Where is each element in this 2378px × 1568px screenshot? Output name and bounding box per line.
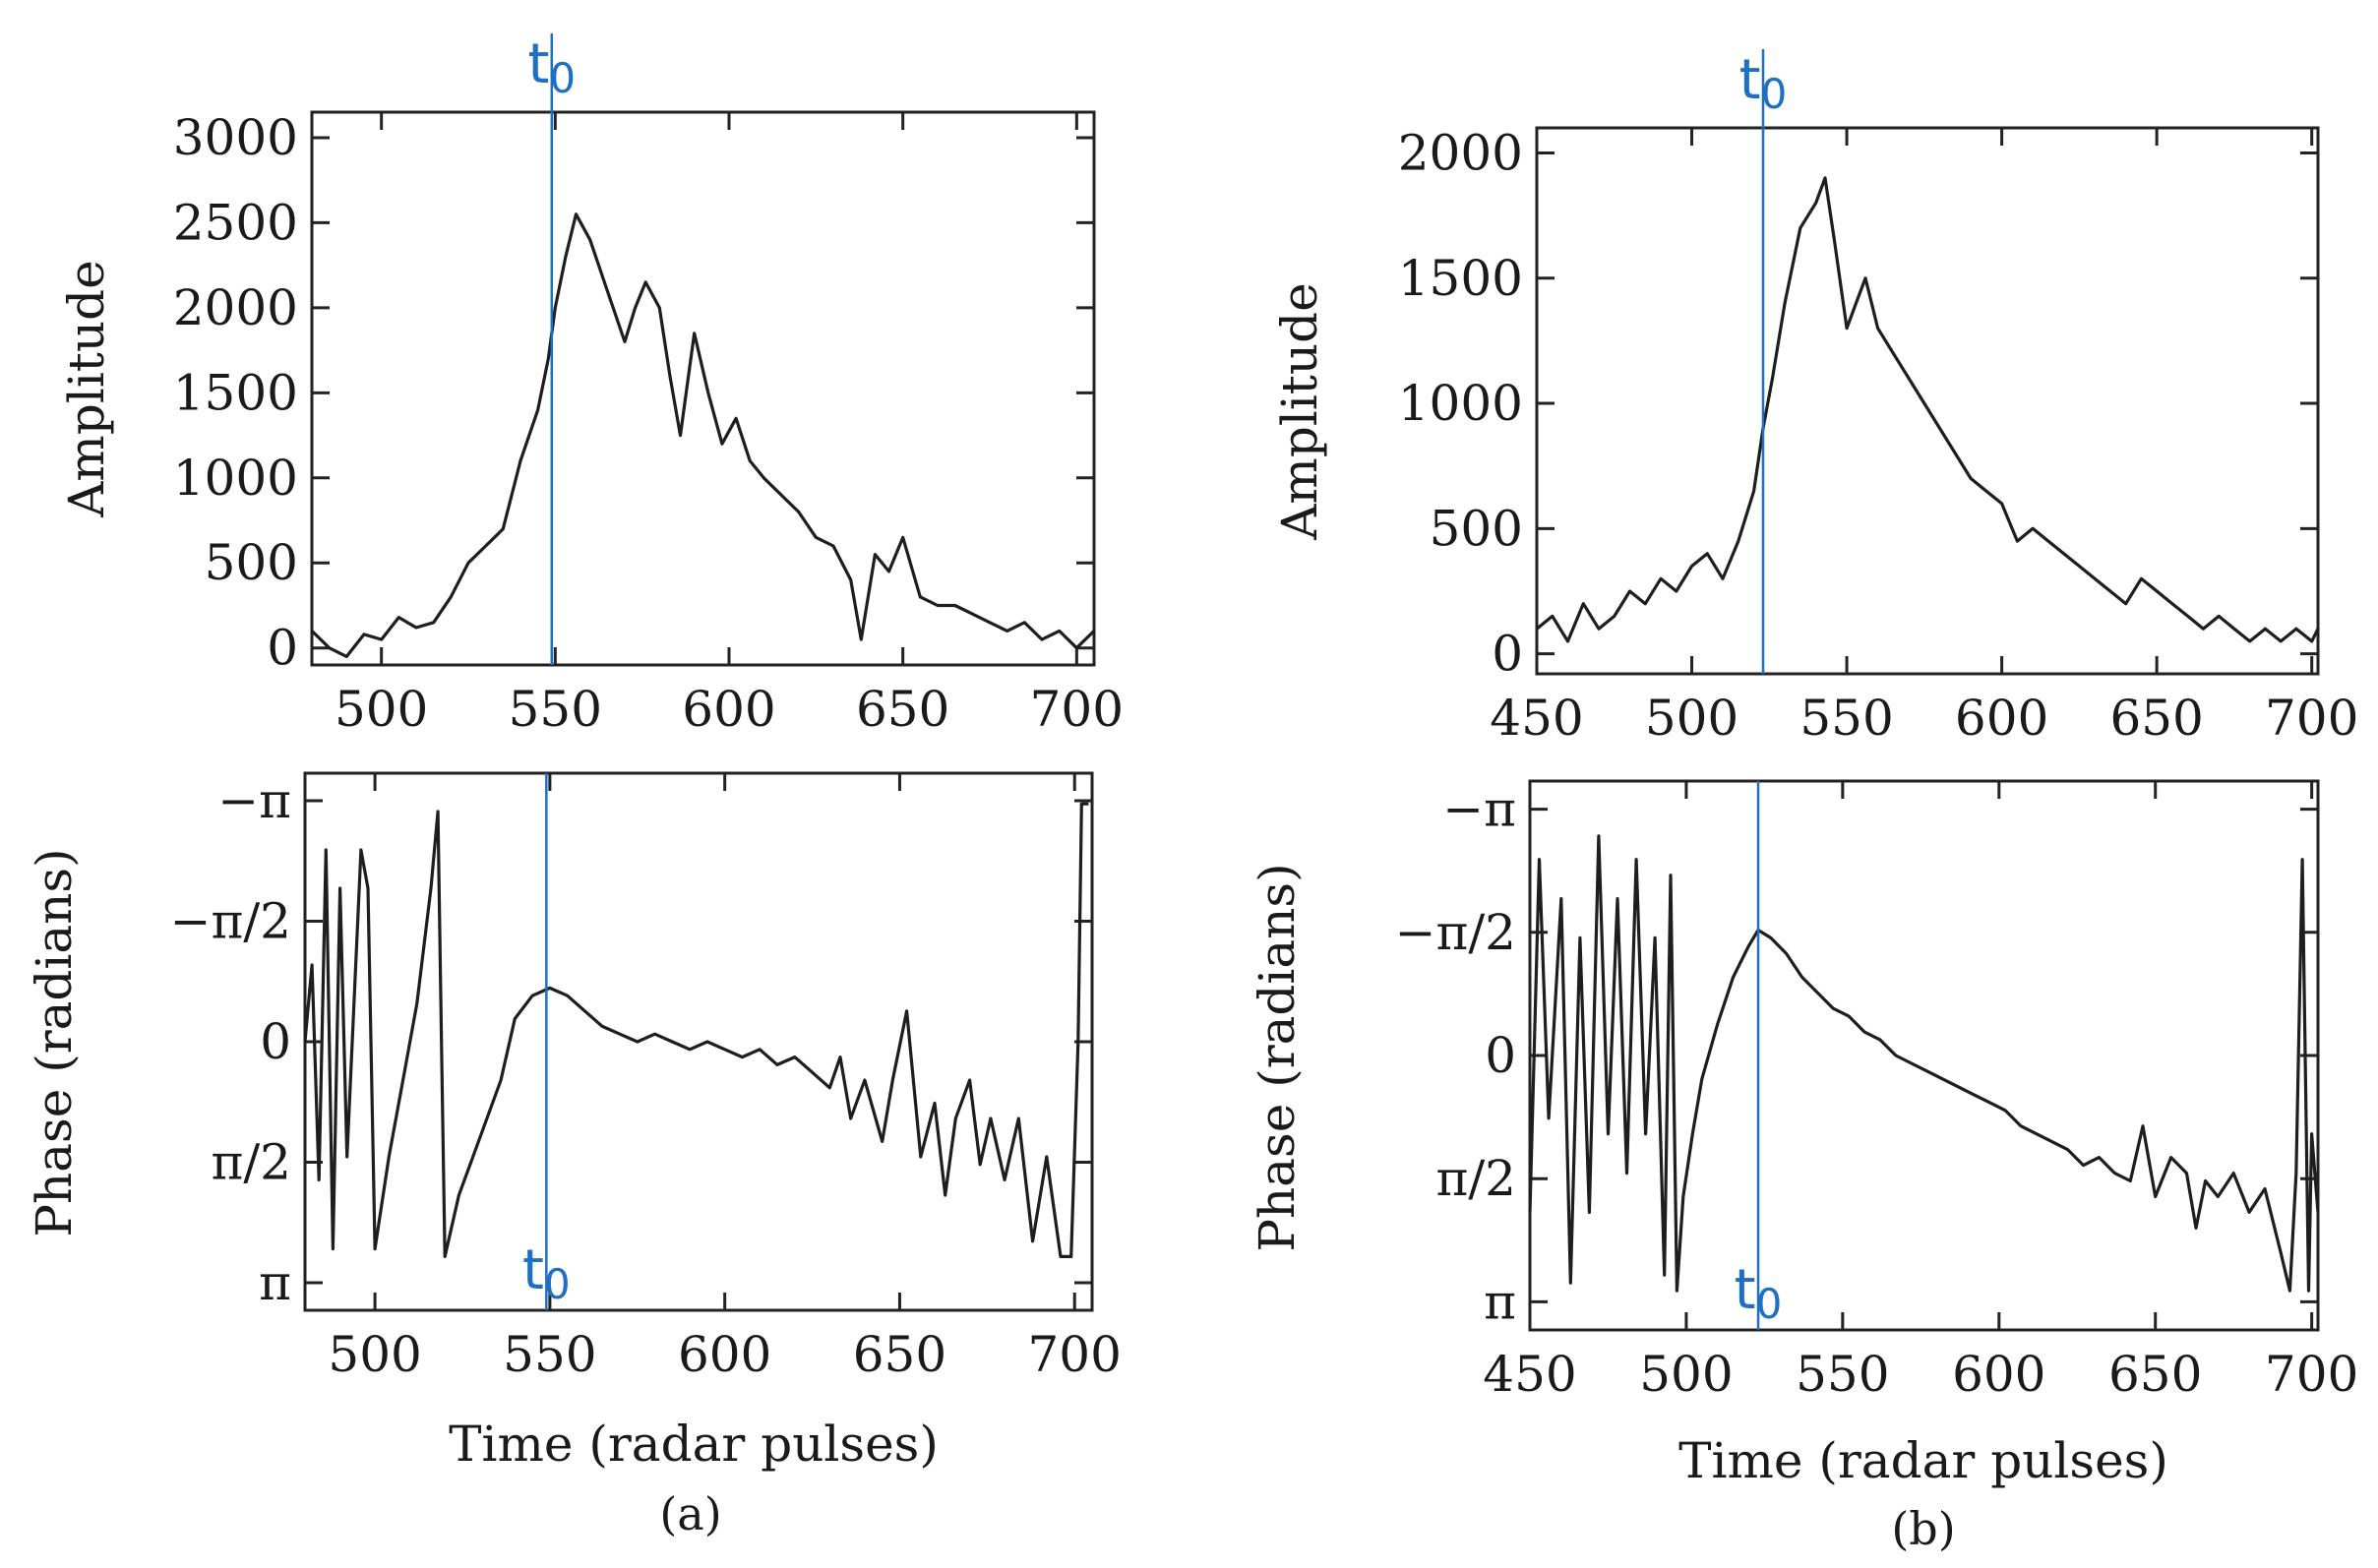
y-tick-label: π [259, 1254, 291, 1311]
series-line [1535, 176, 2320, 643]
x-tick-label: 700 [1028, 1326, 1122, 1383]
y-tick-label: −π/2 [170, 892, 291, 949]
panel-b-phase: Phase (radians) Time (radar pulses) (b) … [1249, 779, 2358, 1555]
x-tick-label: 500 [1645, 690, 1738, 747]
t0-label: t0 [522, 1238, 571, 1308]
time-axis-title: Time (radar pulses) [1678, 1432, 2168, 1489]
x-tick-label: 650 [2108, 1346, 2202, 1403]
y-tick-label: −π [1442, 781, 1516, 838]
t0-label: t0 [1735, 1258, 1783, 1328]
x-tick-label: 650 [856, 681, 949, 738]
y-tick-label: −π/2 [1395, 904, 1516, 961]
series-line [310, 212, 1096, 658]
x-tick-label: 550 [509, 681, 602, 738]
x-tick-label: 650 [2109, 690, 2203, 747]
x-tick-label: 550 [1796, 1346, 1889, 1403]
amplitude-axis-title: Amplitude [58, 260, 115, 517]
y-tick-label: 3000 [173, 109, 298, 166]
series-line [1528, 834, 2320, 1293]
phase-axis-title: Phase (radians) [26, 848, 83, 1236]
y-tick-label: 1000 [1398, 375, 1523, 432]
y-tick-label: 1500 [1398, 250, 1523, 307]
y-tick-label: π [1484, 1273, 1516, 1330]
x-tick-label: 500 [1639, 1346, 1733, 1403]
panel-a-amplitude: Amplitude 500 550 600 650 700 0 500 1000 1500 200… [58, 32, 1124, 738]
t0-label: t0 [527, 32, 576, 102]
x-tick-label: 550 [1799, 690, 1893, 747]
y-tick-label: 2000 [173, 279, 298, 336]
y-tick-label: −π [217, 772, 291, 829]
x-tick-label: 500 [328, 1326, 421, 1383]
y-tick-label: 2000 [1398, 124, 1523, 181]
x-tick-label: 500 [335, 681, 428, 738]
y-tick-label: 1000 [173, 450, 298, 507]
y-tick-label: π/2 [211, 1134, 291, 1191]
series-line [303, 802, 1089, 1258]
y-tick-label: 0 [260, 1013, 291, 1070]
x-tick-label: 450 [1483, 1346, 1576, 1403]
x-tick-label: 700 [1030, 681, 1124, 738]
x-tick-label: 600 [682, 681, 775, 738]
x-tick-label: 650 [853, 1326, 946, 1383]
x-tick-label: 600 [1952, 1346, 2045, 1403]
time-axis-title: Time (radar pulses) [449, 1416, 939, 1473]
x-tick-label: 600 [1955, 690, 2048, 747]
x-tick-label: 600 [678, 1326, 771, 1383]
x-tick-label: 700 [2265, 1346, 2358, 1403]
plot-frame [303, 771, 1094, 1312]
phase-axis-title: Phase (radians) [1249, 863, 1306, 1251]
x-tick-label: 450 [1490, 690, 1583, 747]
y-tick-label: 1500 [173, 364, 298, 421]
panel-a-caption: (a) [659, 1487, 721, 1540]
plot-frame [1535, 126, 2320, 676]
y-tick-label: 2500 [173, 194, 298, 251]
y-tick-label: 500 [205, 534, 298, 591]
y-tick-label: 0 [1492, 626, 1523, 683]
x-tick-label: 700 [2265, 690, 2358, 747]
panel-a-phase: Phase (radians) Time (radar pulses) (a) … [26, 771, 1122, 1540]
amplitude-axis-title: Amplitude [1271, 282, 1328, 540]
y-tick-label: 0 [1485, 1027, 1516, 1084]
plot-frame [310, 110, 1096, 667]
t0-label: t0 [1739, 48, 1788, 118]
y-tick-label: 500 [1430, 500, 1523, 557]
panel-b-caption: (b) [1891, 1502, 1955, 1555]
y-tick-label: 0 [267, 620, 298, 677]
y-tick-label: π/2 [1435, 1150, 1516, 1207]
panel-b-amplitude: Amplitude 450 500 550 600 650 700 0 500 1000 1500… [1271, 48, 2358, 747]
x-tick-label: 550 [503, 1326, 596, 1383]
